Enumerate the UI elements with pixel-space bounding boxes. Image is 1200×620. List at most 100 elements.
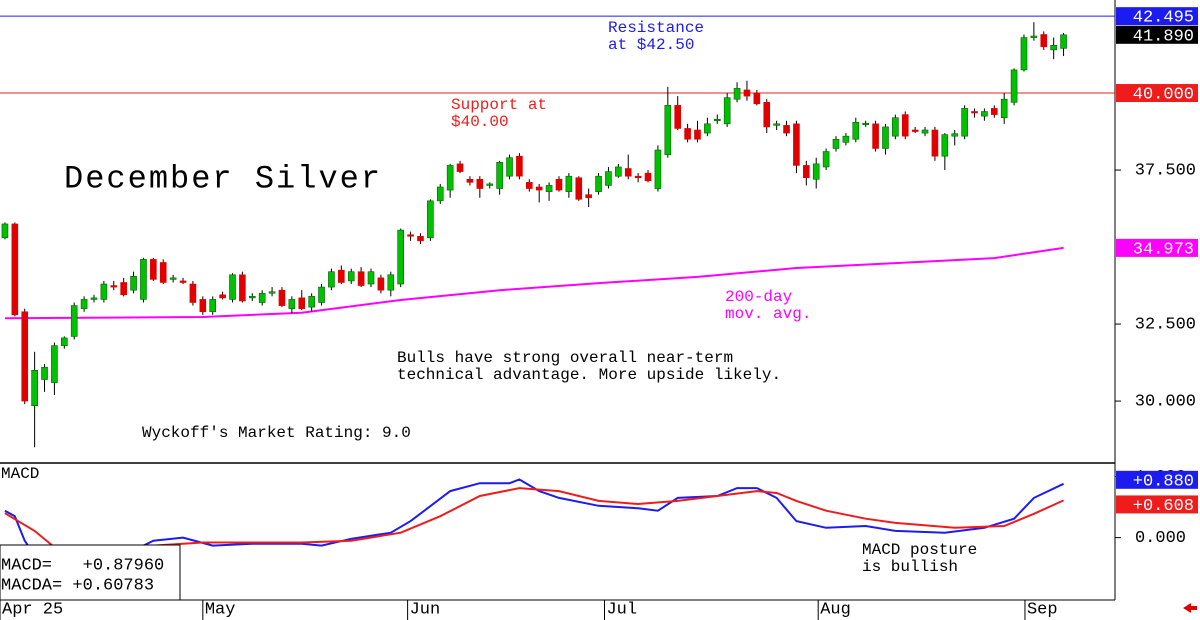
panel-title: MACD [1, 465, 39, 483]
candle-body [248, 296, 256, 299]
candle-body [644, 172, 652, 182]
x-tick-label: May [205, 600, 236, 619]
candle-body [981, 111, 988, 117]
legend-text: MACD= +0.87960 [1, 556, 164, 575]
candle-body [436, 186, 444, 202]
macd-line [4, 487, 1065, 577]
x-tick-label: Sep [1027, 600, 1058, 619]
candle-body [189, 283, 197, 303]
candle-body [209, 299, 217, 313]
candle-body [713, 118, 721, 122]
candle-body [882, 126, 889, 149]
candle-body [526, 182, 533, 189]
annotation: 200-day [725, 288, 793, 306]
candle-body [456, 163, 464, 172]
candle-body [169, 277, 177, 280]
candle-body [990, 108, 998, 115]
value-tag [1116, 84, 1198, 103]
candle-body [654, 149, 662, 189]
annotation: Wyckoff's Market Rating: 9.0 [142, 424, 411, 442]
macd-line [4, 478, 1065, 585]
candle-body [862, 122, 869, 126]
legend-box [0, 544, 181, 601]
candle-body [159, 262, 167, 283]
candle-body [585, 194, 592, 199]
candle-body [347, 271, 355, 282]
candle-body [110, 285, 118, 288]
candle-body [11, 223, 19, 316]
annotation: $40.00 [451, 113, 509, 131]
candle-body [446, 165, 454, 191]
candle-body [555, 178, 563, 191]
candle-body [575, 177, 583, 200]
candle-body [545, 185, 553, 192]
value-tag-label: +0.608 [1133, 497, 1194, 516]
candle-body [911, 129, 919, 132]
candle-body [258, 292, 266, 303]
arrow-icon [1183, 603, 1197, 613]
candle-body [357, 271, 365, 286]
annotation: Support at [451, 96, 547, 114]
candle-body [753, 92, 761, 105]
candle-body [921, 129, 929, 134]
candle-body [100, 283, 108, 300]
annotation: Resistance [608, 19, 704, 37]
candle-body [367, 271, 375, 285]
annotation: at $42.50 [608, 36, 694, 54]
candle-body [1020, 37, 1028, 71]
candle-body [941, 134, 949, 157]
candle-body [803, 165, 810, 179]
candle-body [199, 299, 207, 313]
candle-body [971, 111, 978, 114]
y-tick-label: 37.500 [1135, 162, 1196, 181]
candle-body [892, 117, 899, 137]
value-tag-label: 41.890 [1133, 27, 1194, 46]
candle-body [318, 286, 325, 303]
candle-body [387, 274, 395, 291]
candle-body [427, 200, 434, 239]
annotation: mov. avg. [725, 305, 811, 323]
candle-body [466, 178, 474, 183]
candle-body [773, 123, 780, 126]
candle-body [61, 337, 68, 346]
candle-body [1010, 69, 1018, 103]
candle-body [674, 105, 682, 129]
candle-body [961, 108, 968, 137]
candle-body [496, 162, 503, 189]
candle-body [684, 128, 691, 140]
candle-body [377, 277, 385, 291]
moving-average [4, 246, 1064, 320]
candle-body [120, 282, 127, 296]
candle-body [1000, 98, 1008, 118]
value-tag [1116, 238, 1198, 257]
candle-body [80, 299, 88, 309]
candle-body [872, 123, 879, 149]
x-tick-label: Jun [410, 600, 441, 619]
candle-body [130, 276, 137, 291]
candle-body [278, 289, 286, 306]
candle-body [842, 135, 850, 143]
candle-body [565, 175, 573, 192]
candle-body [535, 186, 543, 191]
candle-body [615, 166, 622, 177]
candle-body [595, 175, 602, 192]
candle-body [239, 274, 246, 302]
annotation: MACD posture [862, 541, 977, 559]
candle-body [763, 101, 771, 128]
candle-body [516, 155, 523, 177]
candle-body [931, 129, 939, 157]
candle-body [268, 291, 276, 294]
candle-body [179, 280, 187, 283]
annotation: is bullish [862, 558, 958, 576]
candle-body [51, 345, 58, 383]
candle-body [743, 89, 751, 97]
candle-body [397, 229, 404, 285]
x-tick-label: Aug [820, 600, 851, 619]
x-tick-label: Apr 25 [2, 600, 63, 619]
value-tag-label: 42.495 [1133, 9, 1194, 28]
x-tick-label: Jul [606, 600, 637, 619]
candle-body [951, 133, 959, 137]
candle-body [1030, 35, 1038, 38]
value-tag-label: 40.000 [1133, 86, 1194, 105]
candle-body [476, 178, 484, 189]
